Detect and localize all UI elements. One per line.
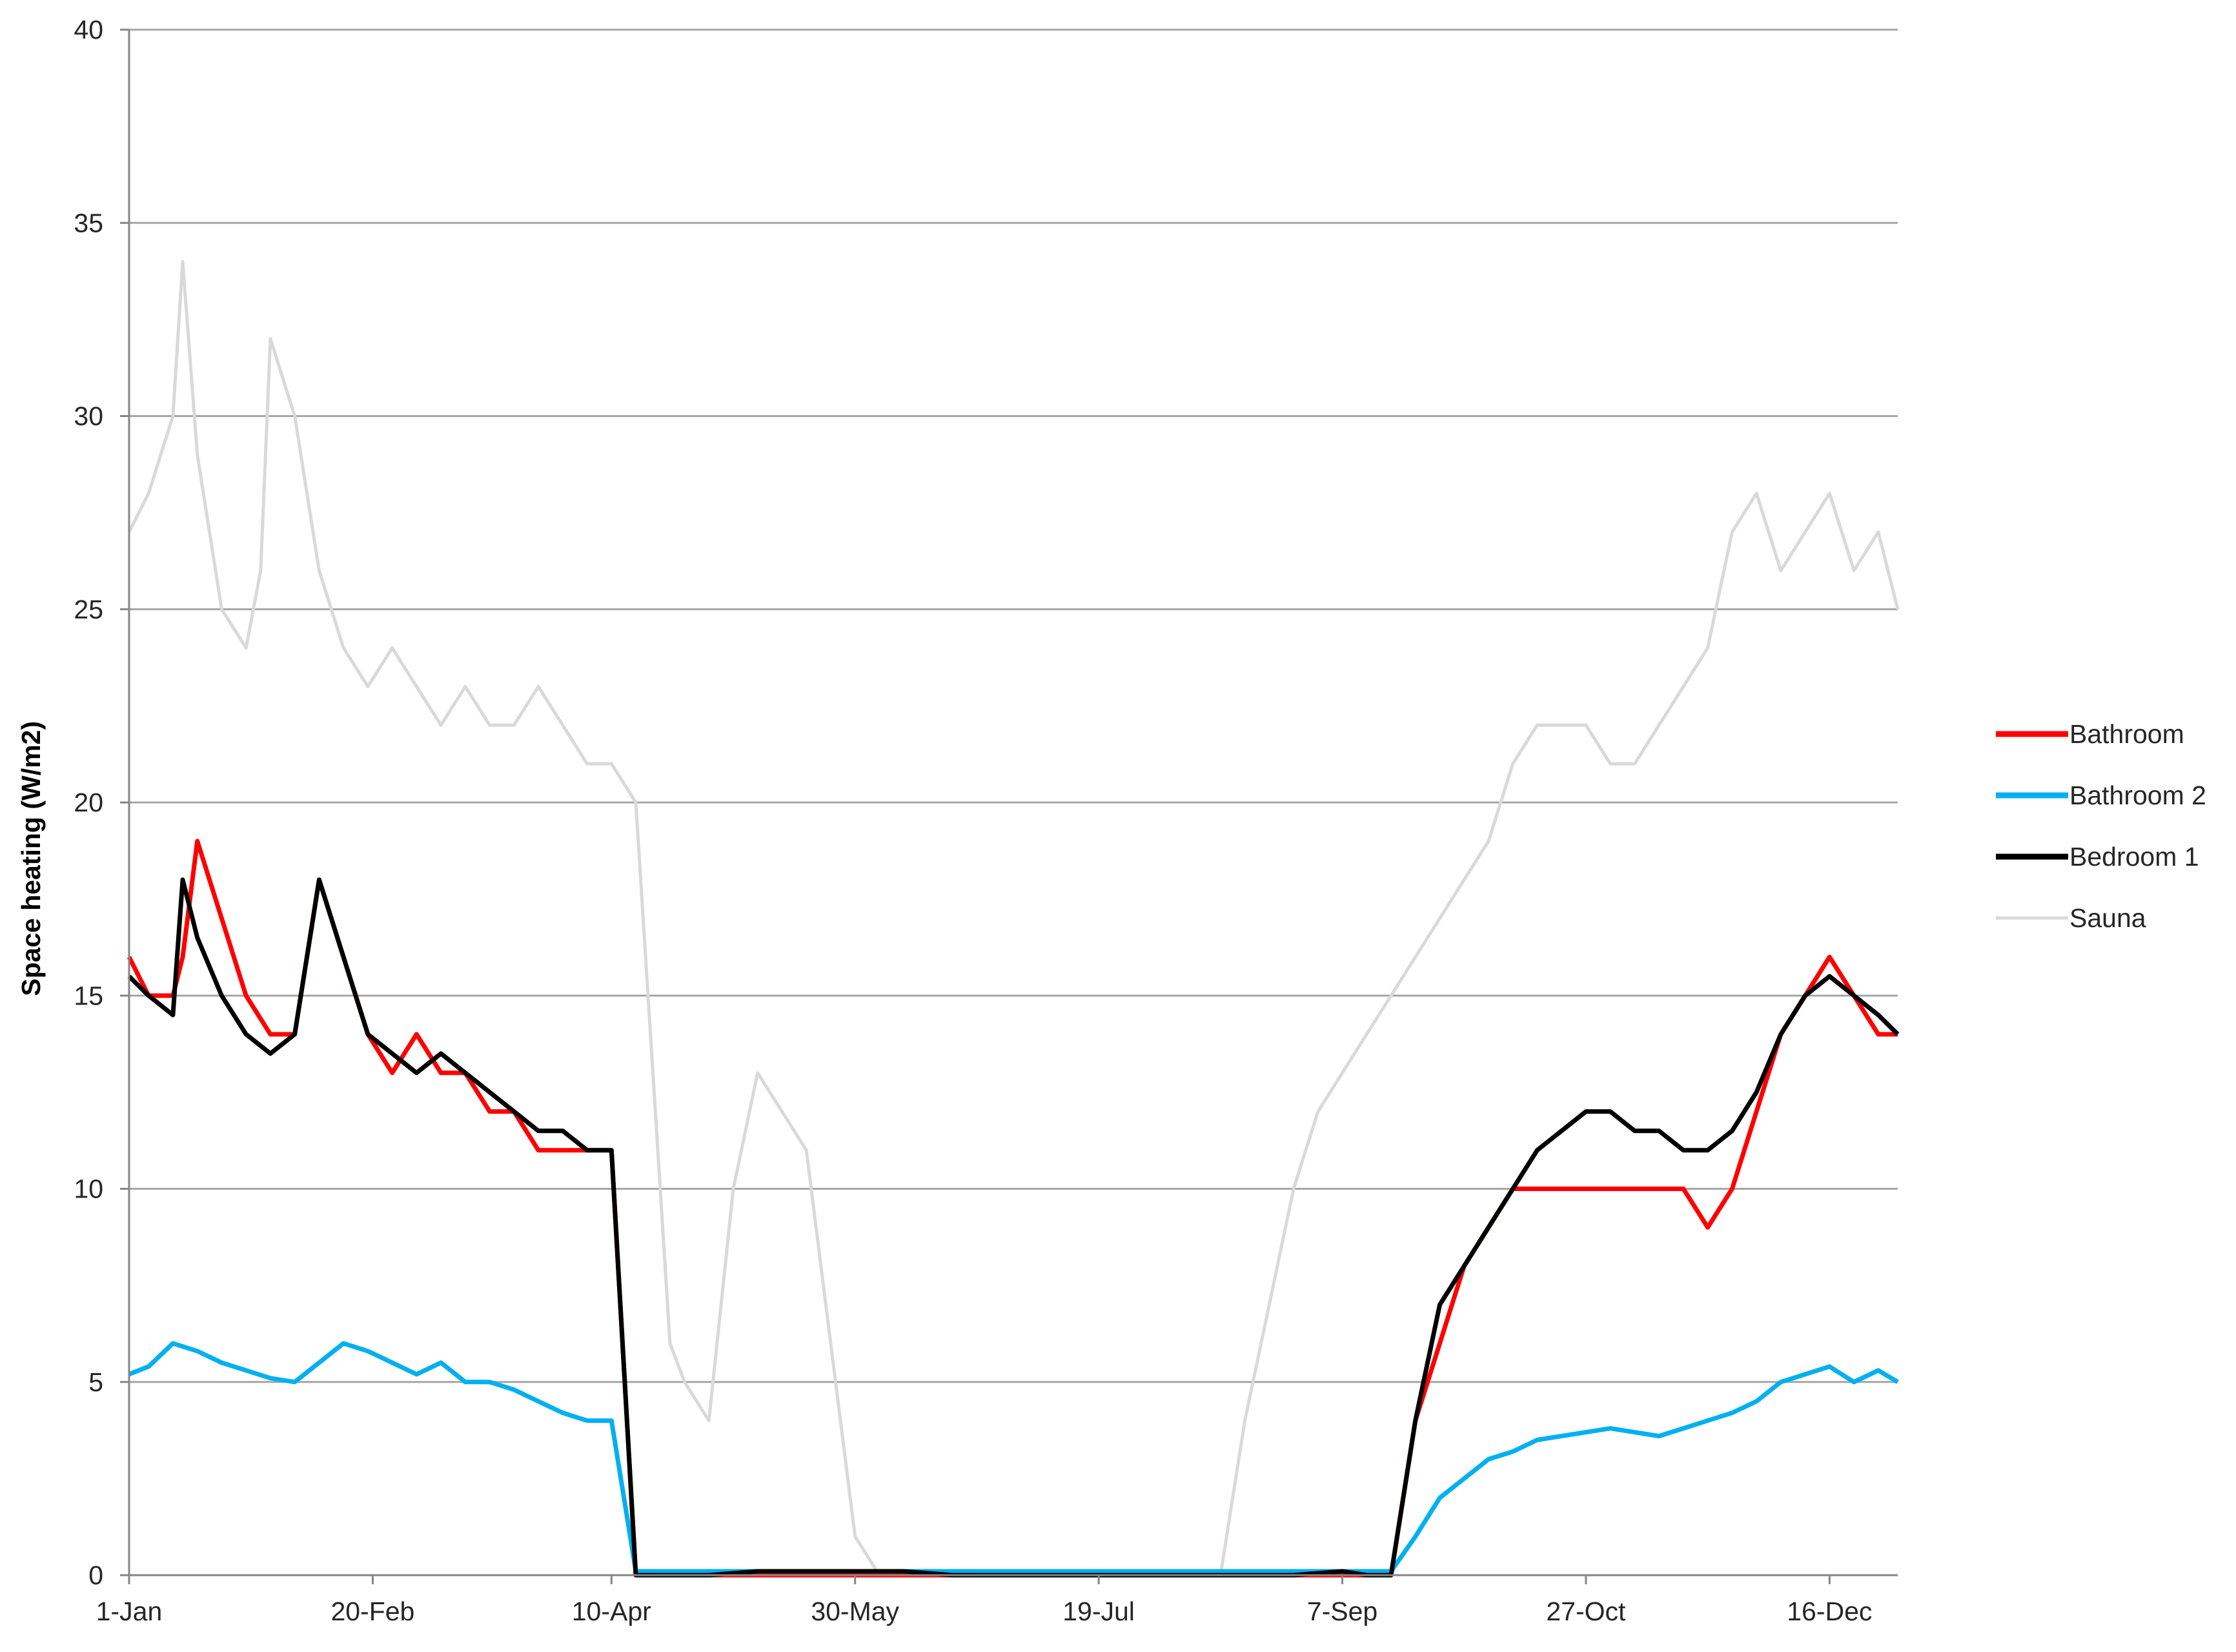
x-tick-label: 10-Apr <box>572 1596 651 1626</box>
series-lines <box>127 260 1900 1578</box>
legend: Bathroom Bathroom 2 Bedroom 1 Sauna <box>1996 719 2206 933</box>
series-line-sauna <box>127 260 1900 1577</box>
x-tick-label: 1-Jan <box>96 1596 163 1626</box>
legend-label: Sauna <box>2069 903 2146 933</box>
legend-label: Bathroom 2 <box>2069 780 2206 810</box>
y-axis-label: Space heating (W/m2) <box>16 721 46 996</box>
x-tick-label: 27-Oct <box>1546 1596 1626 1626</box>
y-axis-ticks: 0 5 10 15 20 25 30 35 40 <box>74 15 129 1590</box>
y-tick-label: 25 <box>74 595 103 624</box>
gridlines <box>129 28 1898 1383</box>
y-tick-label: 15 <box>74 981 103 1010</box>
y-tick-label: 35 <box>74 208 103 238</box>
x-tick-label: 20-Feb <box>330 1596 414 1626</box>
x-axis-ticks: 1-Jan 20-Feb 10-Apr 30-May 19-Jul 7-Sep 27-Oct… <box>96 1575 1872 1626</box>
series-line-bathroom <box>127 839 1898 1578</box>
x-tick-label: 7-Sep <box>1307 1596 1377 1626</box>
series-line-bedroom-1 <box>127 877 1900 1578</box>
series-line-bathroom-2 <box>128 1341 1899 1574</box>
x-tick-label: 30-May <box>811 1596 899 1626</box>
y-tick-label: 10 <box>74 1174 103 1204</box>
x-tick-label: 16-Dec <box>1787 1596 1872 1626</box>
y-tick-label: 0 <box>88 1560 103 1590</box>
y-tick-label: 20 <box>74 788 103 817</box>
x-tick-label: 19-Jul <box>1062 1596 1135 1626</box>
y-tick-label: 40 <box>74 15 103 45</box>
y-tick-label: 5 <box>88 1367 103 1397</box>
y-tick-label: 30 <box>74 402 103 431</box>
legend-label: Bathroom <box>2069 719 2184 749</box>
legend-label: Bedroom 1 <box>2069 842 2199 872</box>
